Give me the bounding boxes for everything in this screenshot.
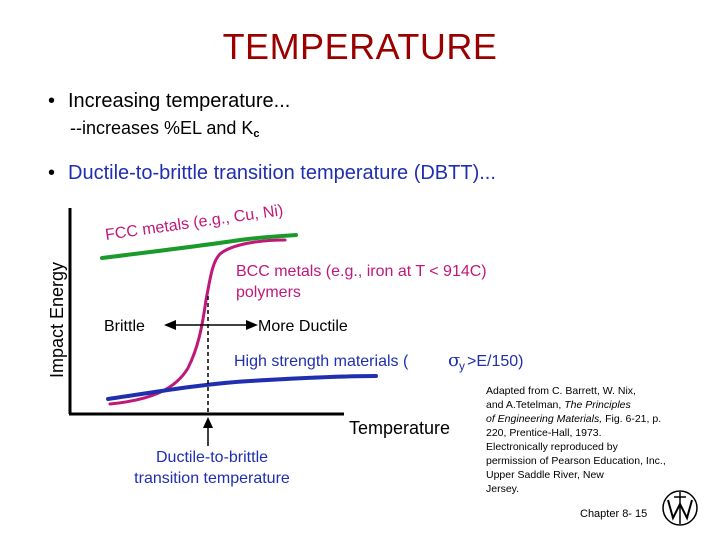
- credit-line: permission of Pearson Education, Inc.,: [486, 455, 666, 467]
- bullet-dbtt: • Ductile-to-brittle transition temperat…: [48, 162, 496, 185]
- credit-text: and A.Tetelman,: [486, 399, 565, 411]
- credit-line: and A.Tetelman, The Principles: [486, 398, 706, 412]
- credit-line: Adapted from C. Barrett, W. Nix,: [486, 385, 636, 397]
- arrow-left-icon: [164, 320, 176, 330]
- credit-line: Jersey.: [486, 483, 520, 495]
- y-axis-label: Impact Energy: [47, 262, 67, 378]
- sigma-subscript: y: [459, 359, 465, 373]
- chapter-page-number: Chapter 8- 15: [580, 508, 648, 520]
- bullet-dot: •: [48, 162, 56, 184]
- sigma-symbol: σ: [448, 350, 460, 371]
- brittle-label: Brittle: [104, 318, 145, 335]
- bcc-label-line1: BCC metals (e.g., iron at T < 914C): [236, 263, 487, 280]
- slide-title: TEMPERATURE: [222, 26, 498, 67]
- university-seal-icon: [662, 490, 698, 526]
- sub-bullet-el-kc: --increases %EL and Kc: [70, 118, 260, 140]
- fcc-curve: [100, 233, 298, 260]
- ductile-label: More Ductile: [258, 318, 348, 335]
- dbtt-label-line1: Ductile-to-brittle: [156, 449, 268, 466]
- bullet-text: Increasing temperature...: [68, 90, 291, 112]
- credit-italic: of Engineering Materials,: [486, 413, 606, 425]
- credit-italic: The Principles: [564, 399, 631, 411]
- figure-credit: Adapted from C. Barrett, W. Nix, and A.T…: [486, 384, 706, 496]
- x-axis-label: Temperature: [349, 418, 450, 438]
- high-strength-ratio: >E/150): [467, 353, 523, 370]
- credit-line: 220, Prentice-Hall, 1973.: [486, 427, 602, 439]
- arrow-right-icon: [246, 320, 258, 330]
- dbtt-label-line2: transition temperature: [134, 470, 290, 487]
- high-strength-label: High strength materials (: [234, 353, 409, 370]
- bullet-dot: •: [48, 90, 56, 112]
- bullet-increasing-temperature: • Increasing temperature...: [48, 90, 291, 113]
- kc-subscript: c: [253, 128, 260, 140]
- sub-bullet-text: --increases %EL and K: [70, 118, 254, 138]
- high-strength-curve: [106, 374, 378, 401]
- arrow-up-icon: [203, 417, 213, 428]
- bcc-curve: [108, 238, 287, 406]
- credit-line: Upper Saddle River, New: [486, 469, 604, 481]
- credit-text: Fig. 6-21, p.: [605, 413, 662, 425]
- credit-line: Electronically reproduced by: [486, 441, 618, 453]
- bullet-text: Ductile-to-brittle transition temperatur…: [68, 162, 496, 184]
- credit-line: of Engineering Materials, Fig. 6-21, p.: [486, 412, 706, 426]
- bcc-label-line2: polymers: [236, 284, 301, 301]
